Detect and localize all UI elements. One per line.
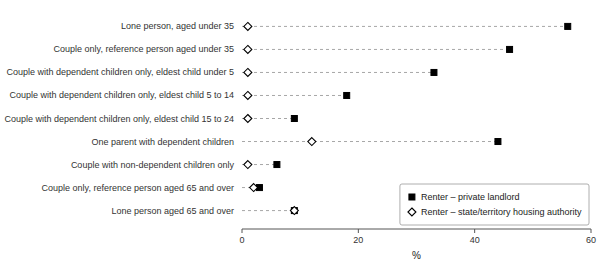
stem bbox=[242, 95, 347, 96]
dot bbox=[291, 208, 297, 214]
dot bbox=[290, 207, 298, 215]
chart: Lone person, aged under 35 Couple only, r… bbox=[0, 0, 605, 265]
dot bbox=[274, 162, 280, 168]
dot bbox=[308, 138, 316, 146]
x-axis-label: % bbox=[412, 250, 421, 261]
legend: Renter – private landlord Renter – state/… bbox=[408, 192, 582, 217]
legend-symbol bbox=[408, 208, 416, 216]
legend-symbol bbox=[409, 194, 415, 200]
dot bbox=[431, 69, 437, 75]
dot bbox=[495, 139, 501, 145]
dot bbox=[344, 92, 350, 98]
category-label: Couple with non-dependent children only bbox=[71, 160, 235, 170]
dot bbox=[507, 46, 513, 52]
category-label: Lone person, aged under 35 bbox=[121, 21, 234, 31]
category-label: One parent with dependent children bbox=[91, 137, 234, 147]
stem bbox=[242, 49, 510, 50]
x-tick bbox=[591, 229, 592, 233]
dot bbox=[250, 184, 258, 192]
dot bbox=[244, 115, 252, 123]
dot bbox=[244, 161, 252, 169]
x-tick-label: 40 bbox=[470, 235, 480, 245]
x-axis-line bbox=[242, 229, 591, 230]
stem bbox=[242, 26, 568, 27]
stem bbox=[242, 72, 434, 73]
category-label: Lone person aged 65 and over bbox=[111, 206, 234, 216]
legend-label: Renter – private landlord bbox=[421, 192, 520, 202]
dot bbox=[244, 91, 252, 99]
x-tick bbox=[242, 229, 243, 233]
stem bbox=[242, 210, 294, 211]
legend-box bbox=[400, 184, 589, 225]
category-label: Couple only, reference person aged 65 an… bbox=[42, 183, 234, 193]
x-tick-label: 20 bbox=[353, 235, 363, 245]
x-tick-label: 60 bbox=[586, 235, 596, 245]
dot bbox=[244, 68, 252, 76]
x-tick-label: 0 bbox=[239, 235, 244, 245]
stem bbox=[242, 141, 498, 142]
category-label: Couple with dependent children only, eld… bbox=[7, 67, 234, 77]
dot bbox=[244, 22, 252, 30]
x-tick bbox=[474, 229, 475, 233]
legend-label: Renter – state/territory housing authori… bbox=[421, 207, 582, 217]
dot bbox=[244, 45, 252, 53]
dot bbox=[291, 116, 297, 122]
dot bbox=[565, 23, 571, 29]
category-label: Couple with dependent children only, eld… bbox=[10, 90, 234, 100]
x-tick bbox=[358, 229, 359, 233]
category-label: Couple with dependent children only, eld… bbox=[5, 114, 235, 124]
category-label: Couple only, reference person aged under… bbox=[54, 44, 234, 54]
